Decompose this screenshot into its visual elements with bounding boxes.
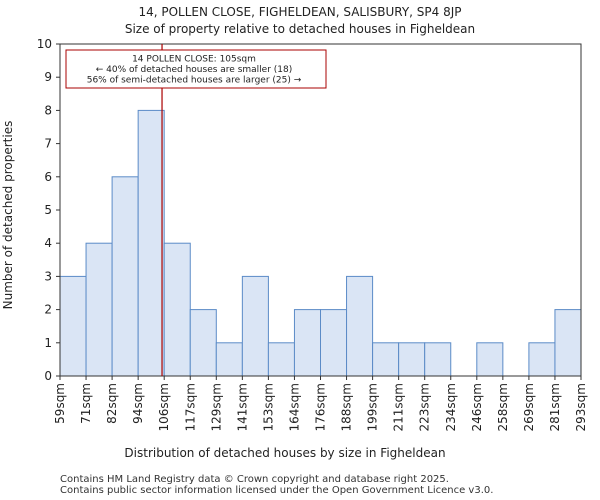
y-tick-label: 5 xyxy=(44,203,52,217)
x-tick-label: 164sqm xyxy=(287,383,301,431)
y-tick-label: 3 xyxy=(44,269,52,283)
y-tick-label: 0 xyxy=(44,369,52,383)
bar-82sqm xyxy=(111,176,139,377)
bar-94sqm xyxy=(137,109,165,377)
x-tick-label: 223sqm xyxy=(418,383,432,431)
x-tick-label: 141sqm xyxy=(235,383,249,431)
bar-141sqm xyxy=(241,275,269,377)
y-tick-label: 4 xyxy=(44,236,52,250)
bar-269sqm xyxy=(528,342,556,377)
bar-188sqm xyxy=(346,275,374,377)
y-axis: 0 1 2 3 4 5 6 7 8 9 10 xyxy=(37,37,60,383)
x-tick-label: 176sqm xyxy=(314,383,328,431)
y-tick-label: 7 xyxy=(44,137,52,151)
bar-71sqm xyxy=(85,242,113,377)
x-tick-label: 293sqm xyxy=(574,383,588,431)
y-tick-label: 1 xyxy=(44,336,52,350)
x-tick-label: 199sqm xyxy=(366,383,380,431)
x-tick-label: 269sqm xyxy=(522,383,536,431)
x-tick-label: 94sqm xyxy=(131,383,145,424)
y-tick-label: 10 xyxy=(37,37,52,51)
x-tick-label: 82sqm xyxy=(105,383,119,424)
y-tick-label: 2 xyxy=(44,303,52,317)
bar-223sqm xyxy=(424,342,452,377)
x-tick-label: 117sqm xyxy=(183,383,197,431)
x-tick-label: 59sqm xyxy=(53,383,67,424)
chart-title: 14, POLLEN CLOSE, FIGHELDEAN, SALISBURY,… xyxy=(138,5,461,19)
bar-176sqm xyxy=(320,309,348,377)
footer-line-1: Contains HM Land Registry data © Crown c… xyxy=(60,474,449,485)
annotation-box: 14 POLLEN CLOSE: 105sqm ← 40% of detache… xyxy=(65,49,327,89)
y-tick-label: 8 xyxy=(44,103,52,117)
bar-106sqm xyxy=(163,242,191,377)
x-tick-label: 281sqm xyxy=(548,383,562,431)
x-tick-label: 188sqm xyxy=(340,383,354,431)
x-axis: 59sqm 71sqm 82sqm 94sqm 106sqm 117sqm 129sqm 14… xyxy=(53,376,588,431)
bar-199sqm xyxy=(372,342,400,377)
bar-246sqm xyxy=(476,342,504,377)
bars-layer xyxy=(59,109,582,377)
y-tick-label: 6 xyxy=(44,170,52,184)
chart-subtitle: Size of property relative to detached ho… xyxy=(125,22,475,36)
annotation-line-3: 56% of semi-detached houses are larger (… xyxy=(87,76,302,86)
bar-59sqm xyxy=(59,275,87,377)
x-tick-label: 71sqm xyxy=(79,383,93,424)
bar-117sqm xyxy=(189,309,217,377)
bar-153sqm xyxy=(267,342,295,377)
footer-line-2: Contains public sector information licen… xyxy=(60,485,494,496)
bar-281sqm xyxy=(554,309,582,377)
bar-129sqm xyxy=(215,342,243,377)
bar-211sqm xyxy=(398,342,426,377)
x-tick-label: 153sqm xyxy=(261,383,275,431)
bar-164sqm xyxy=(293,309,322,377)
x-tick-label: 211sqm xyxy=(392,383,406,431)
y-tick-label: 9 xyxy=(44,70,52,84)
x-tick-label: 234sqm xyxy=(444,383,458,431)
footer: Contains HM Land Registry data © Crown c… xyxy=(60,474,493,496)
x-tick-label: 129sqm xyxy=(209,383,223,431)
annotation-line-2: ← 40% of detached houses are smaller (18… xyxy=(96,65,293,75)
x-tick-label: 106sqm xyxy=(157,383,171,431)
x-axis-label: Distribution of detached houses by size … xyxy=(124,446,445,460)
y-axis-label: Number of detached properties xyxy=(1,121,15,310)
x-tick-label: 246sqm xyxy=(470,383,484,431)
annotation-line-1: 14 POLLEN CLOSE: 105sqm xyxy=(132,55,256,65)
x-tick-label: 258sqm xyxy=(496,383,510,431)
